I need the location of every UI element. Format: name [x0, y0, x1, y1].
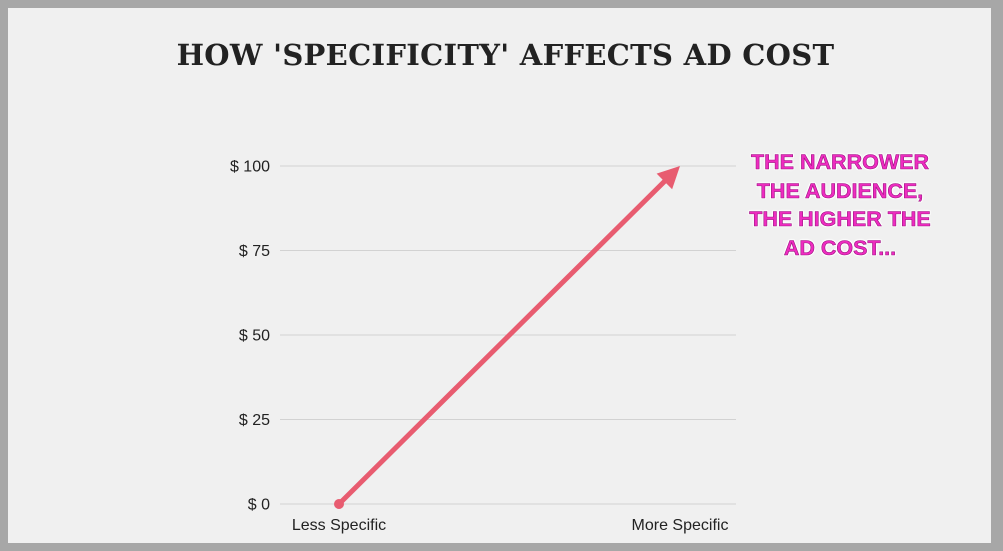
series-line	[336, 176, 670, 507]
y-tick-label: $ 100	[230, 159, 270, 176]
chart-plot-area: $ 0 $ 25 $ 50 $ 75 $ 100 Less Specific More Sp…	[230, 159, 736, 534]
x-tick-label: Less Specific	[292, 517, 386, 534]
chart-annotation: THE NARROWER THE AUDIENCE, THE HIGHER TH…	[730, 148, 950, 262]
data-point-start	[334, 499, 344, 509]
annotation-line-3: THE HIGHER THE	[749, 207, 931, 232]
annotation-line-2: THE AUDIENCE,	[756, 178, 924, 203]
arrowhead-end	[656, 166, 680, 190]
y-tick-label: $ 75	[239, 243, 270, 260]
annotation-line-1: THE NARROWER	[751, 150, 930, 175]
x-tick-label: More Specific	[632, 517, 729, 534]
y-tick-label: $ 25	[239, 412, 270, 429]
chart-frame: HOW 'SPECIFICITY' AFFECTS AD COST $ 0 $ 2…	[8, 8, 991, 543]
annotation-line-4: AD COST...	[783, 235, 897, 260]
chart-title: HOW 'SPECIFICITY' AFFECTS AD COST	[176, 38, 835, 72]
y-tick-label: $ 50	[239, 328, 270, 345]
y-tick-label: $ 0	[248, 497, 270, 514]
